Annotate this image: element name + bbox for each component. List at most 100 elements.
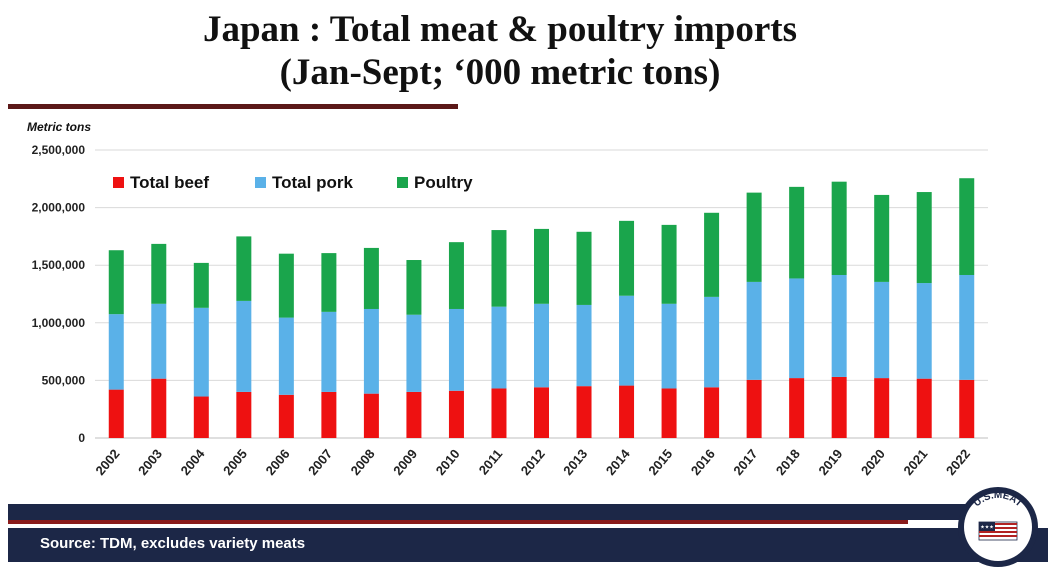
x-tick-label: 2005 (220, 446, 250, 478)
bar-segment-pork (831, 274, 847, 377)
bar-segment-pork (321, 311, 337, 392)
bar-segment-poultry (916, 192, 932, 284)
bar-segment-poultry (746, 192, 762, 282)
bar-segment-poultry (661, 224, 677, 304)
x-tick-label: 2020 (858, 446, 888, 478)
bar-segment-poultry (236, 236, 252, 301)
bar-segment-poultry (704, 212, 720, 297)
x-tick-label: 2002 (92, 446, 122, 478)
x-tick-label: 2010 (433, 446, 463, 478)
bar-segment-pork (491, 306, 507, 389)
bar-segment-pork (789, 278, 805, 379)
title-line-1: Japan : Total meat & poultry imports (202, 9, 798, 50)
y-tick-label: 500,000 (42, 373, 86, 387)
bar-segment-beef (789, 378, 805, 438)
x-tick-label: 2019 (815, 446, 845, 478)
bar-segment-pork (448, 308, 464, 391)
title-underline (8, 104, 458, 109)
x-tick-label: 2018 (773, 446, 803, 478)
bar-segment-beef (193, 396, 209, 438)
bar-segment-poultry (619, 220, 635, 296)
bar-segment-beef (108, 389, 124, 438)
source-note: Source: TDM, excludes variety meats (40, 535, 306, 552)
bar-segment-beef (278, 394, 294, 438)
svg-text:★★★: ★★★ (980, 525, 994, 531)
bar-segment-beef (576, 386, 592, 438)
x-tick-label: 2016 (688, 446, 718, 478)
bar-segment-poultry (959, 178, 975, 275)
y-tick-label: 2,000,000 (32, 201, 86, 215)
bar-segment-pork (704, 296, 720, 388)
legend-swatch-poultry (397, 177, 408, 188)
bar-segment-pork (108, 314, 124, 390)
bar-segment-poultry (874, 194, 890, 282)
x-tick-label: 2004 (178, 446, 209, 478)
bar-segment-poultry (534, 228, 549, 304)
x-tick-label: 2015 (645, 446, 675, 478)
y-tick-label: 0 (78, 431, 85, 445)
bar-segment-poultry (363, 247, 379, 309)
footer-stripe (8, 520, 908, 524)
bar-segment-poultry (108, 250, 124, 315)
legend-label: Poultry (414, 173, 473, 192)
bar-segment-poultry (448, 242, 464, 309)
chart-title: Japan : Total meat & poultry imports (Ja… (0, 8, 1000, 94)
bar-segment-pork (619, 295, 635, 386)
bar-segment-poultry (278, 253, 294, 318)
bar-segment-beef (321, 391, 337, 438)
bar-segment-poultry (321, 253, 337, 312)
bar-segment-beef (151, 378, 167, 438)
bar-segment-beef (236, 391, 252, 438)
bar-segment-beef (448, 390, 464, 438)
bar-segment-pork (363, 308, 379, 394)
x-tick-label: 2007 (305, 446, 335, 478)
bar-segment-pork (959, 274, 975, 380)
legend-swatch-beef (113, 177, 124, 188)
x-tick-label: 2017 (730, 446, 760, 478)
bar-segment-poultry (406, 260, 422, 315)
usmef-logo: U.S.MEAT EXPORT FEDERATION ★★★ (958, 487, 1038, 567)
x-tick-label: 2022 (943, 446, 973, 478)
bar-segment-pork (916, 283, 932, 379)
legend-label: Total beef (130, 173, 209, 192)
bar-segment-beef (619, 385, 635, 438)
bar-segment-pork (746, 281, 762, 380)
bar-segment-poultry (491, 230, 507, 307)
bar-segment-beef (746, 379, 762, 438)
flag-map-icon: ★★★ (978, 521, 1018, 541)
bar-segment-pork (661, 303, 677, 389)
bar-segment-poultry (151, 243, 167, 304)
footer-bar (8, 528, 1048, 562)
bar-segment-poultry (789, 186, 805, 279)
legend-swatch-pork (255, 177, 266, 188)
bar-segment-pork (151, 303, 167, 379)
bar-segment-pork (874, 281, 890, 379)
x-tick-label: 2011 (476, 446, 506, 477)
legend-label: Total pork (272, 173, 353, 192)
y-tick-label: 1,000,000 (32, 316, 86, 330)
bar-segment-poultry (831, 181, 847, 275)
bar-segment-beef (916, 378, 932, 438)
bar-segment-beef (363, 393, 379, 438)
bar-segment-beef (831, 376, 847, 438)
bar-segment-poultry (576, 231, 592, 305)
x-tick-label: 2006 (263, 446, 293, 478)
y-tick-label: 1,500,000 (32, 258, 86, 272)
bar-segment-beef (661, 388, 677, 438)
footer-band (8, 504, 1008, 520)
bar-segment-beef (874, 378, 890, 438)
bar-segment-pork (278, 317, 294, 395)
bar-segment-pork (193, 307, 209, 397)
bar-segment-beef (704, 387, 720, 438)
bar-segment-beef (534, 387, 549, 438)
bar-segment-pork (406, 314, 422, 392)
x-tick-label: 2003 (135, 446, 165, 478)
bar-segment-pork (576, 304, 592, 387)
x-tick-label: 2013 (560, 446, 590, 478)
bar-segment-beef (406, 391, 422, 438)
x-tick-label: 2021 (900, 446, 930, 478)
y-axis-unit-label: Metric tons (27, 120, 92, 134)
x-tick-label: 2008 (348, 446, 378, 478)
bar-segment-poultry (193, 262, 209, 308)
bar-segment-beef (491, 388, 507, 438)
